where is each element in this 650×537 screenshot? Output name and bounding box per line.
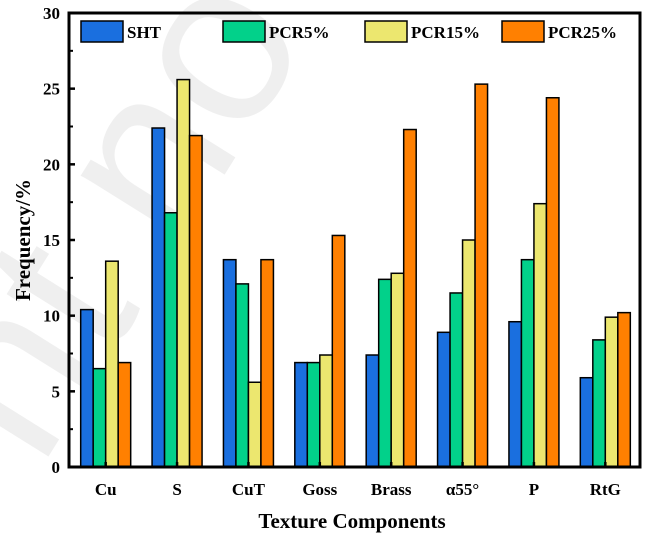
legend-swatch xyxy=(80,20,124,43)
bar-pcr5pct-3 xyxy=(306,361,321,468)
legend-item: SHT xyxy=(80,20,162,43)
bar-pcr15pct-6 xyxy=(533,202,548,468)
y-axis-title: Frequency/% xyxy=(11,179,35,301)
y-tick-label: 5 xyxy=(52,382,61,401)
bar-pcr15pct-0 xyxy=(104,260,119,468)
bar-sht-6 xyxy=(508,320,523,468)
bar-pcr25pct-7 xyxy=(617,311,632,468)
bar-sht-0 xyxy=(79,308,94,468)
y-tick-label: 25 xyxy=(43,80,60,99)
bar-pcr25pct-2 xyxy=(260,258,275,468)
bar-pcr5pct-7 xyxy=(592,339,607,468)
x-tick-label: Brass xyxy=(371,480,412,499)
bar-pcr25pct-0 xyxy=(117,361,132,468)
bar-sht-4 xyxy=(365,354,380,468)
bar-pcr15pct-5 xyxy=(461,239,476,468)
legend-swatch xyxy=(222,20,266,43)
bar-pcr15pct-4 xyxy=(390,272,405,468)
x-axis: Cu S CuT Goss Brass α55° P RtG xyxy=(95,462,621,499)
y-tick-label: 0 xyxy=(52,458,61,477)
bar-pcr15pct-1 xyxy=(176,78,191,468)
bar-pcr5pct-0 xyxy=(92,367,107,468)
bar-pcr5pct-2 xyxy=(235,283,250,468)
bar-sht-3 xyxy=(294,361,309,468)
legend: SHT PCR5% PCR15% PCR25% xyxy=(80,20,617,43)
bar-pcr25pct-5 xyxy=(474,83,489,468)
legend-item: PCR15% xyxy=(364,20,480,43)
bar-pcr5pct-6 xyxy=(520,258,535,468)
bar-pcr15pct-3 xyxy=(319,354,334,468)
legend-label: PCR15% xyxy=(411,23,480,42)
bar-pcr25pct-3 xyxy=(331,234,346,468)
x-tick-label: Goss xyxy=(302,480,337,499)
y-tick-label: 30 xyxy=(43,4,60,23)
bar-pcr25pct-1 xyxy=(188,134,203,468)
y-axis: 0 5 10 15 20 25 30 xyxy=(43,4,75,477)
bar-sht-7 xyxy=(579,376,594,468)
x-tick-label: α55° xyxy=(446,480,479,499)
y-tick-label: 15 xyxy=(43,231,60,250)
x-tick-label: P xyxy=(529,480,539,499)
x-tick-label: Cu xyxy=(95,480,117,499)
bar-sht-5 xyxy=(436,331,451,468)
y-tick-label: 10 xyxy=(43,307,60,326)
legend-label: SHT xyxy=(127,23,162,42)
legend-label: PCR5% xyxy=(269,23,329,42)
legend-swatch xyxy=(364,20,408,43)
bar-pcr15pct-7 xyxy=(604,316,619,468)
x-tick-label: CuT xyxy=(232,480,266,499)
bar-pcr5pct-4 xyxy=(377,278,392,468)
bar-sht-2 xyxy=(222,258,237,468)
x-tick-label: S xyxy=(172,480,181,499)
legend-item: PCR25% xyxy=(501,20,617,43)
legend-swatch xyxy=(501,20,545,43)
bars-layer xyxy=(79,78,632,468)
legend-item: PCR5% xyxy=(222,20,329,43)
bar-pcr5pct-1 xyxy=(163,212,178,468)
y-tick-label: 20 xyxy=(43,155,60,174)
bar-pcr25pct-6 xyxy=(545,96,560,468)
legend-label: PCR25% xyxy=(548,23,617,42)
bar-pcr25pct-4 xyxy=(402,128,417,468)
bar-pcr5pct-5 xyxy=(449,292,464,468)
bar-pcr15pct-2 xyxy=(247,381,262,468)
x-tick-label: RtG xyxy=(590,480,621,499)
bar-sht-1 xyxy=(151,127,166,468)
x-axis-title: Texture Components xyxy=(258,509,445,533)
